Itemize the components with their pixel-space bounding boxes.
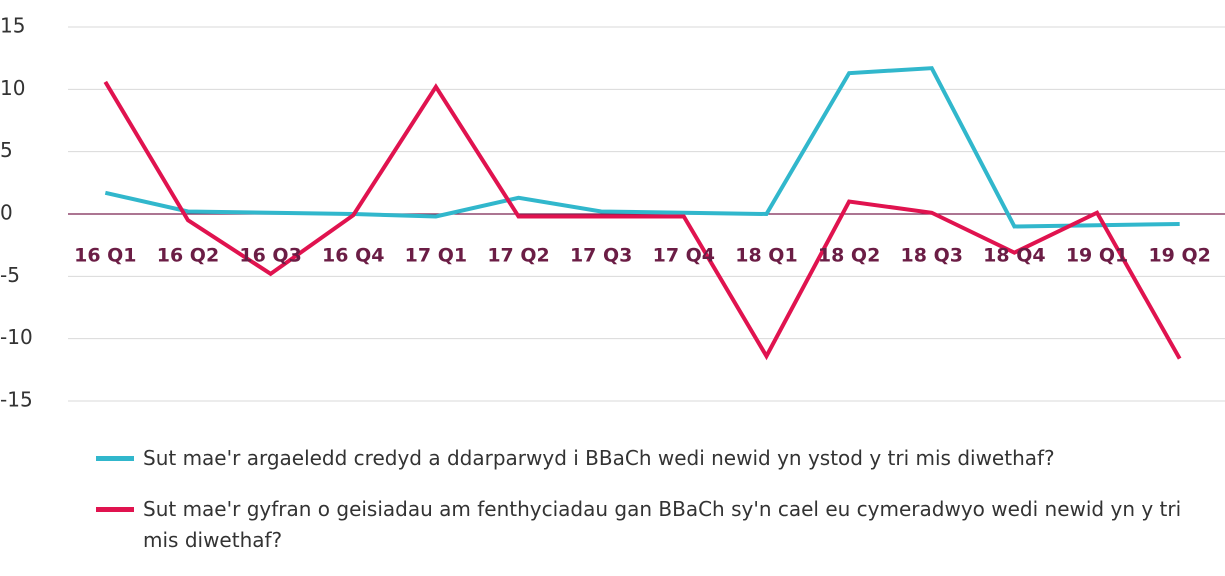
chart: -15 -10 -5 0 5 10 15 16 Q1 16 Q2 16 Q3 16 Q4 17 Q1 1…: [0, 14, 1225, 412]
x-tick-label: 18 Q2: [818, 245, 880, 267]
y-tick-label: 0: [0, 201, 13, 225]
x-tick-label: 16 Q2: [157, 245, 219, 267]
x-tick-label: 18 Q1: [735, 245, 797, 267]
legend: Sut mae'r argaeledd credyd a ddarparwyd …: [96, 443, 1206, 576]
series-line: [103, 80, 1182, 361]
x-tick-label: 18 Q3: [901, 245, 963, 267]
y-tick-label: -5: [0, 263, 20, 287]
x-tick-label: 17 Q4: [653, 245, 715, 267]
x-tick-label: 19 Q2: [1148, 245, 1210, 267]
legend-item: Sut mae'r gyfran o geisiadau am fenthyci…: [96, 494, 1206, 556]
y-tick-label: 5: [0, 138, 13, 162]
legend-item: Sut mae'r argaeledd credyd a ddarparwyd …: [96, 443, 1206, 474]
x-tick-label: 16 Q1: [74, 245, 136, 267]
y-tick-label: -15: [0, 388, 33, 412]
x-tick-label: 17 Q3: [570, 245, 632, 267]
x-tick-label: 17 Q2: [487, 245, 549, 267]
legend-swatch: [96, 456, 134, 461]
x-tick-label: 16 Q3: [239, 245, 301, 267]
y-tick-label: -10: [0, 325, 33, 349]
series-line: [104, 66, 1180, 229]
legend-label: Sut mae'r argaeledd credyd a ddarparwyd …: [143, 446, 1055, 470]
y-tick-label: 15: [0, 14, 25, 38]
legend-swatch: [96, 507, 134, 512]
x-tick-label: 19 Q1: [1066, 245, 1128, 267]
x-tick-label: 18 Q4: [983, 245, 1045, 267]
y-tick-label: 10: [0, 76, 25, 100]
page: {"chart_data": {"type": "line", "categor…: [0, 13, 1225, 552]
x-tick-label: 17 Q1: [405, 245, 467, 267]
x-tick-label: 16 Q4: [322, 245, 384, 267]
legend-label: Sut mae'r gyfran o geisiadau am fenthyci…: [143, 497, 1182, 552]
